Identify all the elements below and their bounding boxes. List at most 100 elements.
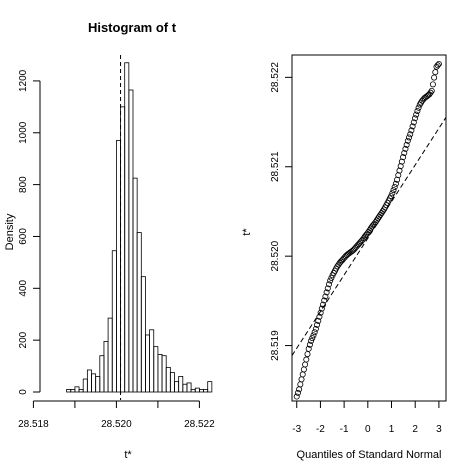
histogram-bar <box>99 355 105 393</box>
qq-point <box>321 297 328 304</box>
histogram-bar <box>174 381 180 393</box>
qq-x-tick-label: -1 <box>340 424 349 435</box>
qq-point <box>400 154 407 161</box>
qq-point <box>310 332 317 339</box>
histogram-x-tick-label: 28.520 <box>101 419 132 430</box>
qq-point <box>428 87 435 94</box>
histogram-bar <box>70 389 76 393</box>
qq-point <box>294 389 301 396</box>
histogram-bars <box>66 62 213 393</box>
qq-point <box>303 356 310 363</box>
histogram-bar <box>190 389 196 393</box>
qq-x-tick-label: -3 <box>292 424 301 435</box>
histogram-bar <box>198 389 204 393</box>
qq-x-axis-label: Quantiles of Standard Normal <box>297 449 442 461</box>
qq-point <box>395 172 402 179</box>
qq-point <box>432 69 439 76</box>
histogram-y-tick-label: 200 <box>18 331 29 348</box>
qq-point <box>403 141 410 148</box>
qq-point <box>397 163 404 170</box>
qq-point <box>413 111 420 118</box>
qq-point <box>429 81 436 88</box>
qq-point <box>327 277 334 284</box>
histogram-bar <box>145 334 150 393</box>
qq-point <box>408 127 415 134</box>
qq-point <box>412 115 419 122</box>
histogram-x-axis-label: t* <box>124 449 132 461</box>
qq-point <box>401 149 408 156</box>
qq-point <box>297 381 304 388</box>
histogram-bar <box>186 382 192 393</box>
qq-point <box>315 317 322 324</box>
qq-x-tick-label: 1 <box>389 424 395 435</box>
qq-point <box>431 74 438 81</box>
qq-point <box>306 341 313 348</box>
qq-point <box>311 329 318 336</box>
qq-point <box>293 393 300 400</box>
histogram-bar <box>74 386 80 393</box>
qq-point <box>317 309 324 316</box>
qq-point <box>312 325 319 332</box>
qq-point <box>320 301 327 308</box>
histogram-bar <box>149 329 155 393</box>
qq-point <box>427 89 434 96</box>
qq-y-tick-label: 28.522 <box>270 62 281 93</box>
histogram-bar <box>120 106 126 393</box>
histogram-title: Histogram of t <box>88 20 177 35</box>
qq-point <box>309 335 316 342</box>
histogram-bar <box>178 376 184 393</box>
qq-point <box>388 193 395 200</box>
qq-point <box>396 167 403 174</box>
qq-point <box>434 62 441 69</box>
qq-reference-line <box>291 117 447 356</box>
qq-point <box>390 187 397 194</box>
histogram-bar <box>169 372 175 393</box>
qq-point <box>409 123 416 130</box>
histogram-bar <box>207 381 213 393</box>
histogram-y-tick-label: 800 <box>18 176 29 193</box>
qq-point <box>394 176 401 183</box>
qq-point <box>435 60 442 67</box>
qq-x-tick-label: -2 <box>316 424 325 435</box>
qq-point <box>300 366 307 373</box>
histogram-bar <box>107 317 113 393</box>
histogram-bar <box>136 232 142 393</box>
histogram-bar <box>103 341 109 393</box>
histogram-y-tick-label: 1000 <box>18 121 29 144</box>
qq-point <box>305 345 312 352</box>
qq-point <box>414 107 421 114</box>
qq-point <box>389 190 396 197</box>
qq-y-tick-label: 28.521 <box>270 151 281 182</box>
qq-point <box>402 145 409 152</box>
qq-plot-panel: t* Quantiles of Standard Normal 28.51928… <box>241 54 447 461</box>
qq-y-axis: 28.519 28.520 28.521 28.522 <box>270 62 292 361</box>
qq-point <box>324 285 331 292</box>
histogram-y-tick-label: 600 <box>18 228 29 245</box>
histogram-x-axis: 28.518 28.520 28.522 <box>18 400 215 430</box>
histogram-y-tick-label: 0 <box>18 389 29 395</box>
qq-plot-frame <box>291 54 447 402</box>
qq-point <box>391 183 398 190</box>
qq-point <box>322 293 329 300</box>
histogram-bar <box>86 369 92 393</box>
qq-point <box>308 337 315 344</box>
qq-point <box>407 131 414 138</box>
qq-point <box>406 134 413 141</box>
histogram-bar <box>132 177 138 393</box>
qq-x-tick-label: 0 <box>365 424 371 435</box>
qq-x-tick-label: 3 <box>436 424 442 435</box>
histogram-bar <box>165 366 171 393</box>
qq-point <box>302 361 309 368</box>
histogram-x-tick-label: 28.522 <box>184 419 215 430</box>
histogram-y-tick-label: 400 <box>18 280 29 297</box>
qq-point <box>298 376 305 383</box>
qq-point <box>392 180 399 187</box>
qq-point <box>316 313 323 320</box>
qq-reference-line-group <box>291 117 447 356</box>
histogram-bar <box>66 389 72 393</box>
histogram-y-tick-label: 1200 <box>18 69 29 92</box>
histogram-bar <box>161 355 167 393</box>
histogram-bar <box>95 376 101 393</box>
histogram-bar <box>203 389 209 393</box>
